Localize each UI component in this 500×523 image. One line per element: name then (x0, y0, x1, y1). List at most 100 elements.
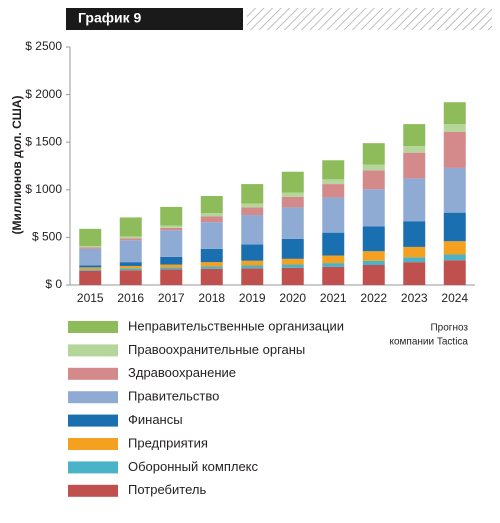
bar-segment (119, 262, 142, 266)
legend-swatch (68, 438, 118, 450)
bar-segment (241, 207, 264, 216)
bar-segment (79, 247, 102, 249)
bar-segment (322, 160, 345, 180)
x-tick-label: 2017 (158, 291, 185, 305)
bar-segment (79, 245, 102, 248)
bar-segment (241, 268, 264, 285)
bar-segment (403, 246, 426, 258)
legend-swatch (68, 414, 118, 427)
bar-segment (79, 267, 102, 270)
bar-segment (119, 270, 142, 285)
bar-segment (160, 227, 183, 231)
legend-label: Финансы (128, 412, 183, 427)
bar-segment (362, 143, 385, 165)
bar-segment (443, 241, 466, 255)
bar-segment (79, 265, 102, 268)
legend-label: Оборонный комплекс (128, 459, 259, 474)
bar-segment (241, 184, 264, 204)
x-tick-label: 2020 (279, 291, 306, 305)
bar-segment (160, 206, 183, 226)
bar-segment (160, 230, 183, 257)
y-tick-label: $ 2000 (25, 87, 62, 101)
legend-label: Предприятия (128, 435, 208, 450)
title-hatch (247, 8, 492, 30)
legend-label: Здравоохранение (128, 365, 236, 380)
bar-segment (119, 217, 142, 237)
bar-segment (322, 266, 345, 285)
bar-segment (200, 213, 223, 217)
chart-title: График 9 (78, 10, 141, 26)
x-tick-label: 2024 (441, 291, 468, 305)
bar-segment (160, 264, 183, 268)
legend-swatch (68, 461, 118, 474)
bar-segment (322, 197, 345, 233)
bar-segment (322, 232, 345, 256)
bar-segment (403, 221, 426, 247)
bar-segment (241, 203, 264, 208)
bar-segment (281, 171, 304, 193)
x-tick-label: 2023 (401, 291, 428, 305)
y-tick-label: $ 500 (32, 230, 62, 244)
x-tick-label: 2015 (77, 291, 104, 305)
bar-segment (200, 195, 223, 214)
bar-segment (241, 265, 264, 269)
bar-segment (281, 196, 304, 208)
bar-segment (241, 260, 264, 266)
legend-label: Правоохранительные органы (128, 342, 305, 357)
bar-segment (200, 268, 223, 285)
bar-segment (322, 184, 345, 198)
bar-segment (241, 215, 264, 245)
bar-segment (322, 263, 345, 267)
bar-segment (119, 240, 142, 263)
bar-segment (443, 260, 466, 285)
x-tick-label: 2019 (239, 291, 266, 305)
y-tick-label: $ 2500 (25, 39, 62, 53)
bar-segment (362, 251, 385, 261)
bar-segment (281, 192, 304, 197)
bar-segment (443, 167, 466, 213)
bar-segment (403, 124, 426, 147)
bar-segment (443, 254, 466, 261)
legend-swatch (68, 484, 118, 497)
legend-label: Потребитель (128, 482, 206, 497)
legend-swatch (68, 367, 118, 380)
title-bar (66, 8, 243, 30)
bar-segment (119, 236, 142, 239)
legend-label: Неправительственные организации (128, 318, 344, 333)
bar-segment (79, 270, 102, 285)
bar-segment (403, 257, 426, 263)
bar-segment (241, 244, 264, 261)
bar-segment (160, 269, 183, 285)
bar-segment (443, 102, 466, 125)
bar-segment (200, 222, 223, 249)
legend-swatch (68, 344, 118, 357)
y-tick-label: $ 1000 (25, 182, 62, 196)
x-tick-label: 2016 (117, 291, 144, 305)
bar-segment (362, 260, 385, 266)
bar-segment (200, 216, 223, 223)
bar-segment (119, 238, 142, 241)
bar-segment (281, 258, 304, 265)
bar-segment (443, 131, 466, 168)
x-tick-label: 2022 (360, 291, 387, 305)
bar-segment (443, 212, 466, 242)
note: Прогноз (430, 323, 468, 334)
bar-segment (362, 189, 385, 227)
bar-segment (281, 264, 304, 268)
bar-segment (281, 238, 304, 259)
bar-segment (160, 225, 183, 228)
y-tick-label: $ 0 (45, 277, 62, 291)
bar-segment (362, 226, 385, 252)
bar-segment (322, 179, 345, 185)
bar-segment (119, 268, 142, 271)
x-tick-label: 2021 (320, 291, 347, 305)
bar-segment (200, 248, 223, 263)
bar-segment (403, 146, 426, 153)
bar-segment (160, 267, 183, 270)
legend-swatch (68, 391, 118, 404)
bar-segment (79, 248, 102, 266)
bar-segment (403, 178, 426, 222)
bar-segment (362, 164, 385, 171)
